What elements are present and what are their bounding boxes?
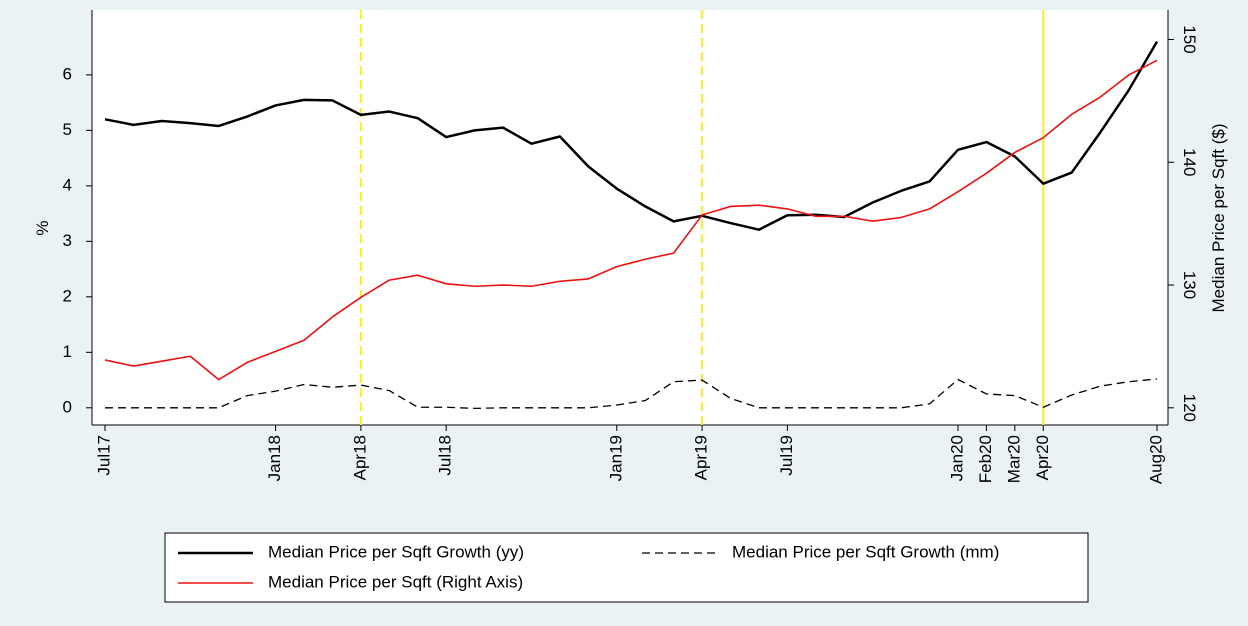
y2-tick-label: 130 xyxy=(1180,271,1199,299)
x-tick-label: Feb20 xyxy=(976,435,995,483)
legend-label: Median Price per Sqft Growth (mm) xyxy=(732,542,999,561)
y-tick-label: 6 xyxy=(63,64,72,83)
x-tick-label: Jan18 xyxy=(265,435,284,481)
x-tick-label: Apr18 xyxy=(350,435,369,480)
y-tick-label: 1 xyxy=(63,342,72,361)
y-axis-title: % xyxy=(33,220,52,235)
y2-tick-label: 120 xyxy=(1180,394,1199,422)
x-tick-label: Apr19 xyxy=(692,435,711,480)
plot-area xyxy=(92,10,1168,425)
legend-label: Median Price per Sqft Growth (yy) xyxy=(268,542,524,561)
legend-label: Median Price per Sqft (Right Axis) xyxy=(268,572,523,591)
series-line xyxy=(104,59,1158,381)
x-tick-label: Jan19 xyxy=(606,435,625,481)
y-tick-label: 3 xyxy=(63,231,72,250)
x-tick-label: Jul17 xyxy=(94,435,113,476)
y2-tick-label: 140 xyxy=(1180,148,1199,176)
x-tick-label: Jan20 xyxy=(947,435,966,481)
y-tick-label: 5 xyxy=(63,120,72,139)
y-tick-label: 2 xyxy=(63,286,72,305)
y-tick-label: 4 xyxy=(63,175,72,194)
x-tick-label: Aug20 xyxy=(1146,435,1165,484)
x-tick-label: Mar20 xyxy=(1004,435,1023,483)
y2-tick-label: 150 xyxy=(1180,25,1199,53)
x-tick-label: Jul19 xyxy=(777,435,796,476)
y-tick-label: 0 xyxy=(63,397,72,416)
y2-axis-title: Median Price per Sqft ($) xyxy=(1209,124,1228,313)
x-tick-label: Jul18 xyxy=(436,435,455,476)
x-tick-label: Apr20 xyxy=(1033,435,1052,480)
series-line xyxy=(104,40,1159,231)
legend xyxy=(164,532,1089,603)
series-line xyxy=(105,378,1158,410)
